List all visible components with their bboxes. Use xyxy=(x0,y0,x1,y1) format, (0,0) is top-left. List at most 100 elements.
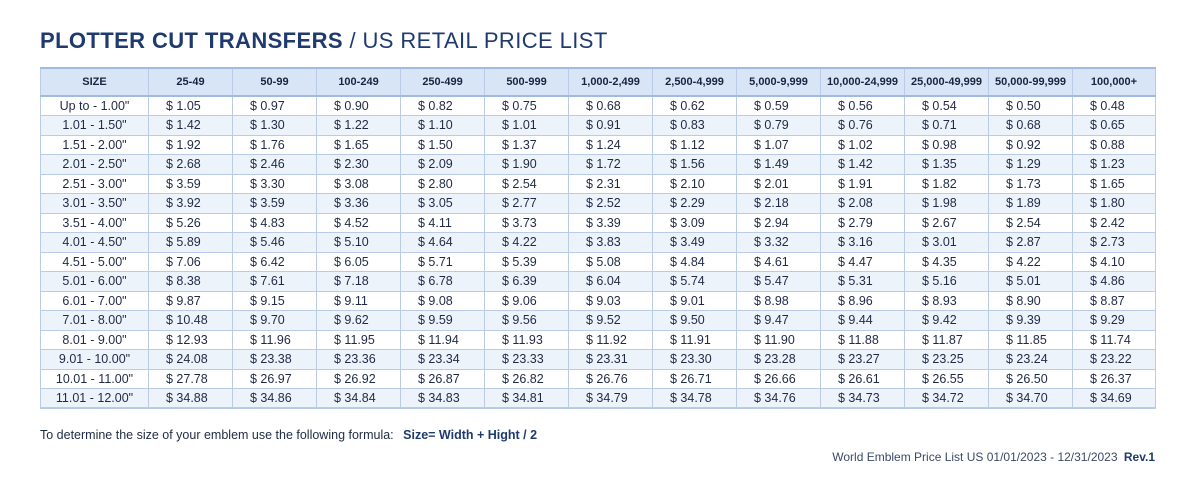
price-cell: $ 2.30 xyxy=(316,154,401,175)
price-cell: $ 23.34 xyxy=(400,349,485,370)
price-cell: $ 8.96 xyxy=(820,290,905,311)
price-cell: $ 3.09 xyxy=(652,212,737,233)
header-quantity: 25,000-49,999 xyxy=(904,67,989,97)
price-cell: $ 0.83 xyxy=(652,115,737,136)
price-cell: $ 11.87 xyxy=(904,329,989,350)
price-cell: $ 34.73 xyxy=(820,388,905,409)
price-cell: $ 0.65 xyxy=(1072,115,1156,136)
price-cell: $ 2.77 xyxy=(484,193,569,214)
price-cell: $ 1.76 xyxy=(232,134,317,155)
price-cell: $ 1.10 xyxy=(400,115,485,136)
price-cell: $ 9.11 xyxy=(316,290,401,311)
table-row: 4.01 - 4.50" $ 5.89 $ 5.46 $ 5.10 $ 4.64 $ 4.… xyxy=(40,232,1156,253)
price-table: SIZE 25-49 50-99 100-249 250-499 500-999 1,000… xyxy=(40,67,1156,409)
price-cell: $ 11.74 xyxy=(1072,329,1156,350)
price-cell: $ 0.62 xyxy=(652,95,737,116)
size-cell: 7.01 - 8.00" xyxy=(40,310,149,331)
table-row: 9.01 - 10.00" $ 24.08 $ 23.38 $ 23.36 $ 23.3… xyxy=(40,349,1156,370)
price-cell: $ 5.46 xyxy=(232,232,317,253)
price-cell: $ 3.59 xyxy=(148,173,233,194)
price-cell: $ 6.39 xyxy=(484,271,569,292)
size-cell: 11.01 - 12.00" xyxy=(40,388,149,409)
table-row: 6.01 - 7.00" $ 9.87 $ 9.15 $ 9.11 $ 9.08 $ 9.… xyxy=(40,290,1156,311)
price-cell: $ 2.87 xyxy=(988,232,1073,253)
price-cell: $ 1.82 xyxy=(904,173,989,194)
price-cell: $ 9.44 xyxy=(820,310,905,331)
price-cell: $ 34.84 xyxy=(316,388,401,409)
table-row: 2.51 - 3.00" $ 3.59 $ 3.30 $ 3.08 $ 2.80 $ 2.… xyxy=(40,173,1156,194)
price-cell: $ 2.31 xyxy=(568,173,653,194)
price-cell: $ 1.02 xyxy=(820,134,905,155)
price-cell: $ 5.01 xyxy=(988,271,1073,292)
price-cell: $ 9.15 xyxy=(232,290,317,311)
table-row: 3.51 - 4.00" $ 5.26 $ 4.83 $ 4.52 $ 4.11 $ 3.… xyxy=(40,212,1156,233)
header-quantity: 2,500-4,999 xyxy=(652,67,737,97)
price-cell: $ 0.98 xyxy=(904,134,989,155)
price-cell: $ 2.10 xyxy=(652,173,737,194)
size-cell: 10.01 - 11.00" xyxy=(40,368,149,389)
footer-revision: Rev.1 xyxy=(1123,450,1155,464)
price-cell: $ 1.49 xyxy=(736,154,821,175)
price-cell: $ 6.78 xyxy=(400,271,485,292)
price-cell: $ 2.01 xyxy=(736,173,821,194)
header-quantity: 1,000-2,499 xyxy=(568,67,653,97)
price-cell: $ 34.83 xyxy=(400,388,485,409)
price-cell: $ 9.08 xyxy=(400,290,485,311)
price-cell: $ 5.16 xyxy=(904,271,989,292)
price-cell: $ 0.82 xyxy=(400,95,485,116)
price-cell: $ 2.46 xyxy=(232,154,317,175)
price-cell: $ 2.42 xyxy=(1072,212,1156,233)
price-cell: $ 1.22 xyxy=(316,115,401,136)
price-cell: $ 9.62 xyxy=(316,310,401,331)
price-cell: $ 3.05 xyxy=(400,193,485,214)
price-cell: $ 9.47 xyxy=(736,310,821,331)
price-cell: $ 34.76 xyxy=(736,388,821,409)
footer-text: World Emblem Price List US 01/01/2023 - … xyxy=(832,450,1118,464)
table-row: 2.01 - 2.50" $ 2.68 $ 2.46 $ 2.30 $ 2.09 $ 1.… xyxy=(40,154,1156,175)
price-cell: $ 0.76 xyxy=(820,115,905,136)
size-cell: 9.01 - 10.00" xyxy=(40,349,149,370)
price-cell: $ 0.91 xyxy=(568,115,653,136)
price-cell: $ 26.97 xyxy=(232,368,317,389)
price-cell: $ 5.08 xyxy=(568,251,653,272)
price-cell: $ 23.25 xyxy=(904,349,989,370)
price-cell: $ 0.50 xyxy=(988,95,1073,116)
price-cell: $ 2.67 xyxy=(904,212,989,233)
price-cell: $ 5.89 xyxy=(148,232,233,253)
price-cell: $ 11.88 xyxy=(820,329,905,350)
size-cell: 4.51 - 5.00" xyxy=(40,251,149,272)
price-cell: $ 3.49 xyxy=(652,232,737,253)
size-cell: 1.01 - 1.50" xyxy=(40,115,149,136)
price-cell: $ 4.11 xyxy=(400,212,485,233)
size-cell: 8.01 - 9.00" xyxy=(40,329,149,350)
header-quantity: 100-249 xyxy=(316,67,401,97)
price-cell: $ 4.52 xyxy=(316,212,401,233)
price-cell: $ 0.59 xyxy=(736,95,821,116)
price-cell: $ 4.61 xyxy=(736,251,821,272)
header-quantity: 250-499 xyxy=(400,67,485,97)
price-cell: $ 34.78 xyxy=(652,388,737,409)
price-cell: $ 0.68 xyxy=(568,95,653,116)
price-cell: $ 26.71 xyxy=(652,368,737,389)
table-row: Up to - 1.00" $ 1.05 $ 0.97 $ 0.90 $ 0.82 $ 0… xyxy=(40,95,1156,116)
price-cell: $ 9.87 xyxy=(148,290,233,311)
price-cell: $ 5.39 xyxy=(484,251,569,272)
price-cell: $ 12.93 xyxy=(148,329,233,350)
price-cell: $ 26.61 xyxy=(820,368,905,389)
table-header-row: SIZE 25-49 50-99 100-249 250-499 500-999 1,000… xyxy=(40,67,1156,97)
price-cell: $ 9.42 xyxy=(904,310,989,331)
size-cell: 1.51 - 2.00" xyxy=(40,134,149,155)
price-cell: $ 9.06 xyxy=(484,290,569,311)
price-cell: $ 2.09 xyxy=(400,154,485,175)
price-cell: $ 11.94 xyxy=(400,329,485,350)
title-light: US RETAIL PRICE LIST xyxy=(362,28,608,53)
price-cell: $ 23.31 xyxy=(568,349,653,370)
header-quantity: 50,000-99,999 xyxy=(988,67,1073,97)
price-cell: $ 9.01 xyxy=(652,290,737,311)
price-cell: $ 7.18 xyxy=(316,271,401,292)
size-cell: 2.51 - 3.00" xyxy=(40,173,149,194)
table-body: Up to - 1.00" $ 1.05 $ 0.97 $ 0.90 $ 0.82 $ 0… xyxy=(40,95,1156,409)
price-cell: $ 23.36 xyxy=(316,349,401,370)
price-cell: $ 1.30 xyxy=(232,115,317,136)
price-cell: $ 8.98 xyxy=(736,290,821,311)
